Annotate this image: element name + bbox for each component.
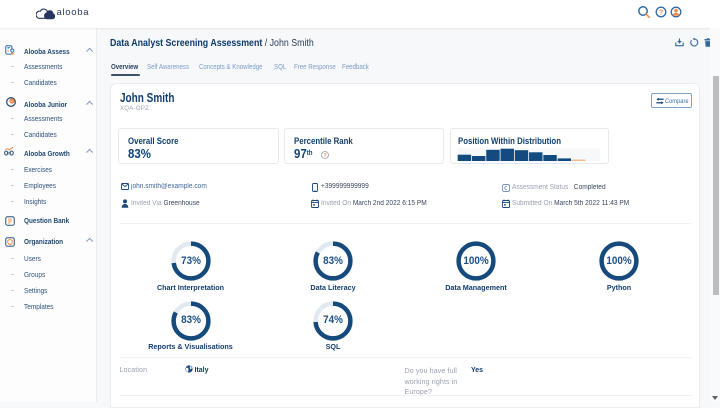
- svg-text:?: ?: [659, 8, 664, 17]
- svg-text:?: ?: [323, 153, 327, 159]
